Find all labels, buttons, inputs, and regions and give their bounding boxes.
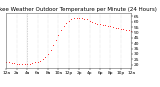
Title: Milwaukee Weather Outdoor Temperature per Minute (24 Hours): Milwaukee Weather Outdoor Temperature pe… (0, 7, 157, 12)
